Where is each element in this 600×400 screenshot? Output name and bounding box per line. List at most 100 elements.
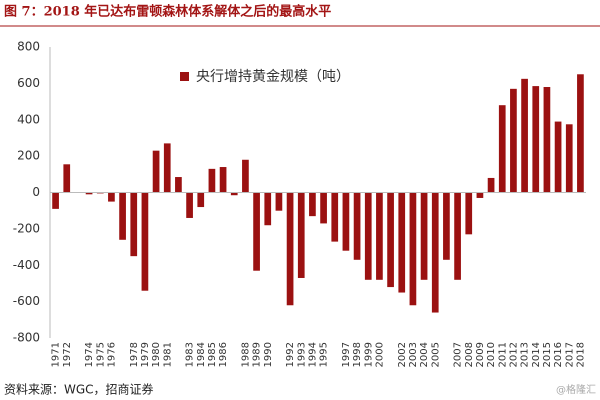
bar xyxy=(420,192,428,280)
bar xyxy=(353,192,361,260)
x-tick-label: 1993 xyxy=(296,342,307,367)
chart-title: 图 7：2018 年已达布雷顿森林体系解体之后的最高水平 xyxy=(4,4,331,20)
x-tick-label: 1992 xyxy=(285,342,296,367)
bar xyxy=(275,192,283,211)
legend-label: 央行增持黄金规模（吨） xyxy=(196,68,350,85)
bar xyxy=(331,192,339,242)
bar xyxy=(230,192,238,196)
x-tick-label: 2008 xyxy=(464,342,475,367)
x-tick-label: 1976 xyxy=(106,342,117,367)
x-tick-label: 1983 xyxy=(185,342,196,367)
bar xyxy=(219,167,227,193)
bar xyxy=(63,164,71,193)
bar xyxy=(342,192,350,251)
bar xyxy=(242,159,249,193)
bar xyxy=(85,192,93,195)
bar xyxy=(141,192,149,291)
y-tick-label: 400 xyxy=(17,112,40,126)
bar xyxy=(320,192,327,224)
bar xyxy=(532,86,540,193)
x-tick-label: 1986 xyxy=(218,342,229,367)
x-tick-label: 2011 xyxy=(497,342,508,367)
y-tick-label: -400 xyxy=(13,258,40,272)
y-tick-label: 600 xyxy=(17,76,40,90)
x-tick-label: 1980 xyxy=(151,342,162,367)
x-tick-label: 1974 xyxy=(84,342,95,367)
x-tick-label: 1998 xyxy=(352,342,363,367)
y-tick-label: 800 xyxy=(17,40,40,54)
x-tick-label: 1997 xyxy=(341,342,352,367)
y-tick-label: 200 xyxy=(17,149,40,163)
bar xyxy=(577,74,584,193)
bar xyxy=(152,150,160,193)
x-tick-label: 2013 xyxy=(520,342,531,367)
x-tick-label: 2014 xyxy=(531,342,542,367)
bar xyxy=(130,192,138,257)
bar xyxy=(175,177,182,193)
bar xyxy=(253,192,260,271)
bar xyxy=(454,192,461,280)
bar xyxy=(197,192,205,208)
bar xyxy=(521,78,528,193)
source-note: 资料来源：WGC，招商证券 xyxy=(4,382,154,397)
x-tick-label: 1975 xyxy=(95,342,106,367)
bar xyxy=(208,168,216,193)
x-tick-label: 2000 xyxy=(374,342,385,367)
x-tick-label: 1990 xyxy=(263,342,274,367)
bar xyxy=(163,143,171,193)
x-tick-label: 2015 xyxy=(542,342,553,367)
x-tick-label: 2005 xyxy=(430,342,441,367)
bar xyxy=(52,192,59,209)
bar xyxy=(465,192,473,235)
y-tick-label: -600 xyxy=(13,294,40,308)
bar xyxy=(376,192,383,280)
bar xyxy=(108,192,115,202)
bar xyxy=(119,192,126,240)
x-tick-label: 2007 xyxy=(453,342,464,367)
x-tick-label: 1988 xyxy=(240,342,251,367)
bar xyxy=(364,192,372,280)
bar xyxy=(498,105,506,193)
x-tick-label: 1994 xyxy=(307,342,318,367)
x-tick-label: 1979 xyxy=(140,342,151,367)
x-tick-label: 2003 xyxy=(408,342,419,367)
watermark: @格隆汇 xyxy=(556,383,596,396)
bar xyxy=(431,192,439,313)
x-tick-label: 2016 xyxy=(553,342,564,367)
x-tick-label: 1984 xyxy=(196,342,207,367)
bar xyxy=(554,121,562,193)
bar xyxy=(409,192,417,306)
bar xyxy=(286,192,294,306)
legend-swatch xyxy=(180,72,189,81)
x-tick-label: 1981 xyxy=(162,342,173,367)
x-tick-label: 1971 xyxy=(51,342,62,367)
bar xyxy=(443,192,450,260)
x-tick-label: 2012 xyxy=(508,342,519,367)
bar xyxy=(264,192,272,226)
x-tick-label: 1999 xyxy=(363,342,374,367)
x-tick-label: 1989 xyxy=(252,342,263,367)
x-tick-label: 2018 xyxy=(575,342,586,367)
bar xyxy=(487,177,495,193)
bar xyxy=(398,192,406,293)
y-tick-label: 0 xyxy=(32,185,40,199)
x-tick-label: 1978 xyxy=(129,342,140,367)
bar xyxy=(510,88,517,193)
x-tick-label: 2002 xyxy=(397,342,408,367)
y-tick-label: -200 xyxy=(13,221,40,235)
x-tick-label: 2009 xyxy=(475,342,486,367)
bar xyxy=(476,192,484,198)
bar xyxy=(565,124,573,193)
bar xyxy=(309,192,316,217)
y-tick-label: -800 xyxy=(13,331,40,345)
x-tick-label: 2004 xyxy=(419,342,430,367)
x-tick-label: 1995 xyxy=(319,342,330,367)
bar xyxy=(543,87,551,193)
x-tick-label: 1985 xyxy=(207,342,218,367)
bar xyxy=(387,192,394,288)
x-tick-label: 2017 xyxy=(564,342,575,367)
bar xyxy=(297,192,305,278)
x-tick-label: 2010 xyxy=(486,342,497,367)
x-tick-label: 1972 xyxy=(62,342,73,367)
